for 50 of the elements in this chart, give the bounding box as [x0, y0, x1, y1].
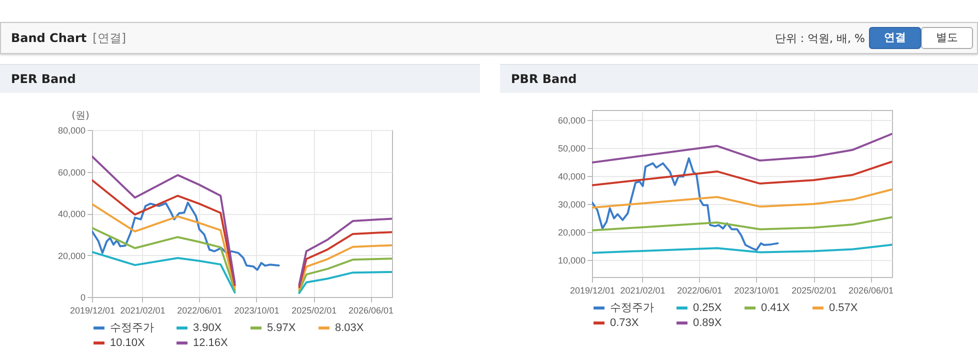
x-tick-label: 2021/02/01	[620, 286, 666, 296]
line-series	[592, 160, 892, 186]
y-tick-label: 40,000	[558, 171, 586, 182]
legend-label: 3.90X	[193, 322, 222, 334]
legend-label: 0.57X	[829, 302, 858, 314]
y-tick-label: 80,000	[58, 126, 86, 136]
x-tick-label: 2022/06/01	[177, 306, 222, 316]
x-tick-label: 2026/06/01	[848, 286, 894, 296]
line-series	[592, 244, 892, 254]
chart-title: PER Band	[0, 64, 480, 93]
x-tick-label: 2025/02/01	[292, 306, 337, 316]
x-tick-label: 2019/12/01	[70, 306, 116, 316]
x-tick-label: 2025/02/01	[792, 286, 837, 296]
legend-label: 5.97X	[267, 322, 296, 334]
x-tick-label: 2022/06/01	[677, 286, 722, 296]
text: [연결]	[92, 31, 126, 45]
legend-label: 0.25X	[693, 302, 722, 314]
x-tick-label: 2023/10/01	[234, 306, 280, 316]
y-tick-label: 30,000	[558, 200, 586, 210]
text: 단위 : 억원, 배, %	[774, 31, 865, 46]
y-tick-label: 0	[80, 292, 86, 302]
line-series	[592, 132, 892, 164]
text: 연결	[869, 27, 921, 49]
y-tick-label: 60,000	[58, 167, 86, 178]
legend-label: 0.41X	[761, 302, 790, 314]
x-tick-label: 2023/10/01	[734, 286, 780, 296]
y-tick-label: 40,000	[58, 209, 86, 219]
legend-label: 10.10X	[110, 337, 146, 349]
y-tick-label: 50,000	[558, 143, 586, 154]
y-tick-label: 20,000	[558, 228, 586, 238]
legend-label: 8.03X	[335, 322, 364, 334]
x-tick-label: 2026/06/01	[348, 306, 394, 316]
legend-label: 수정주가	[110, 322, 154, 334]
text: Band Chart	[11, 31, 87, 45]
x-tick-label: 2021/02/01	[120, 306, 166, 316]
legend-label: 12.16X	[193, 337, 229, 349]
y-tick-label: 20,000	[58, 250, 86, 261]
x-tick-label: 2019/12/01	[570, 286, 616, 296]
line-series	[592, 157, 779, 252]
y-tick-label: 60,000	[558, 115, 586, 126]
line-series	[592, 216, 892, 232]
y-tick-label: 10,000	[558, 256, 586, 266]
line-series	[592, 188, 892, 209]
line-series	[92, 202, 280, 271]
legend-label: 수정주가	[610, 302, 654, 314]
y-axis-title: (원)	[72, 110, 90, 122]
legend-label: 0.89X	[693, 317, 722, 329]
text: 별도	[921, 27, 973, 49]
chart-title: PBR Band	[500, 64, 978, 93]
legend-label: 0.73X	[610, 317, 640, 329]
